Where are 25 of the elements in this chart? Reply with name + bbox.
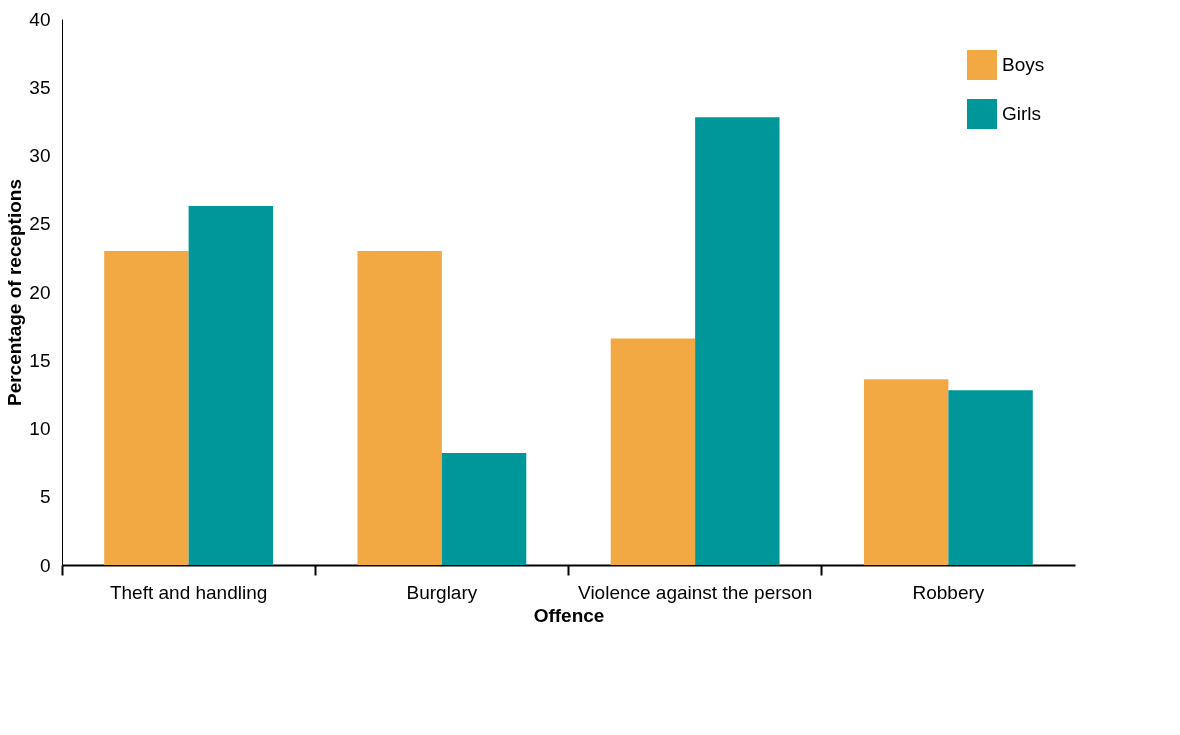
- y-tick-label: 15: [29, 349, 51, 371]
- bar: [610, 338, 696, 565]
- x-tick-label: Theft and handling: [109, 581, 268, 603]
- x-tick-label: Burglary: [406, 581, 478, 603]
- y-tick-label: 5: [39, 486, 51, 508]
- legend-label: Boys: [1002, 54, 1045, 75]
- y-tick-label: 0: [39, 554, 51, 576]
- legend-label: Girls: [1002, 103, 1042, 124]
- y-tick-label: 40: [29, 8, 51, 30]
- bar: [357, 251, 442, 565]
- x-axis-title: Offence: [533, 604, 605, 626]
- bar: [104, 251, 189, 565]
- y-tick-label: 20: [29, 281, 51, 303]
- y-axis-title: Percentage of receptions: [4, 178, 26, 407]
- bar: [948, 390, 1033, 565]
- y-tick-label: 10: [29, 418, 51, 439]
- y-tick-label: 35: [29, 76, 51, 98]
- y-tick-label: 30: [29, 145, 51, 166]
- bar: [441, 453, 527, 565]
- x-tick-label: Violence against the person: [578, 581, 813, 603]
- bar: [188, 206, 274, 565]
- bar: [863, 379, 949, 565]
- y-tick-label: 25: [29, 213, 51, 235]
- x-tick-label: Robbery: [912, 581, 985, 603]
- bar: [695, 117, 780, 565]
